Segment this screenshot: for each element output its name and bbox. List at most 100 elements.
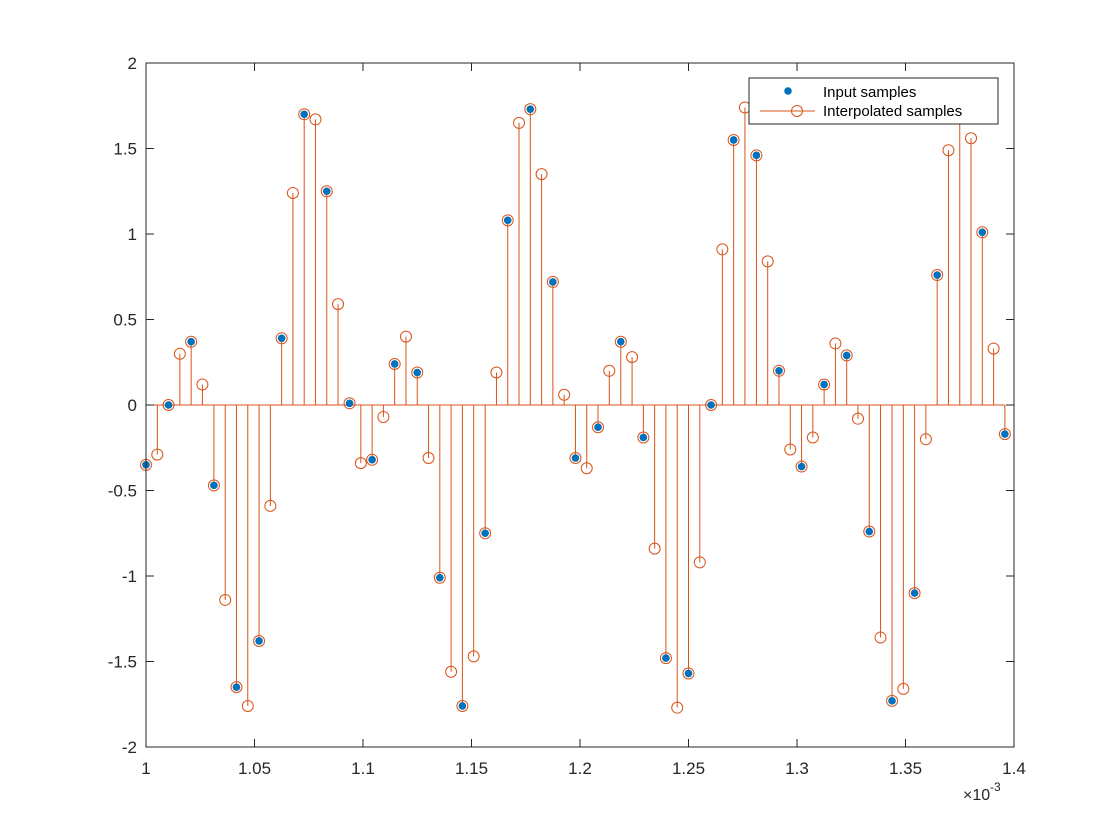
- input-sample-dot: [978, 228, 987, 237]
- interpolated-sample-marker: [320, 185, 333, 198]
- interpolated-sample-marker: [230, 681, 243, 694]
- input-sample-dot: [639, 433, 648, 442]
- input-sample-dot: [684, 669, 693, 678]
- interpolated-sample-marker: [784, 443, 797, 456]
- input-sample-dot: [933, 271, 941, 279]
- y-tick-label: 0: [128, 396, 137, 415]
- interpolated-sample-marker: [219, 593, 232, 606]
- input-sample-dot: [413, 368, 422, 377]
- x-tick-label: 1.1: [351, 759, 375, 778]
- interpolated-sample-marker: [626, 351, 639, 364]
- interpolated-sample-marker: [433, 571, 446, 584]
- interpolated-sample-marker: [162, 399, 175, 411]
- y-tick-label: -1: [122, 567, 137, 586]
- interpolated-sample-marker: [241, 699, 254, 712]
- x-tick-label: 1.25: [672, 759, 705, 778]
- x-tick-label: 1.05: [238, 759, 271, 778]
- interpolated-sample-marker: [987, 342, 1000, 355]
- interpolated-sample-marker: [592, 421, 605, 434]
- y-tick-label: 1.5: [113, 140, 137, 159]
- y-tick-label: -0.5: [108, 482, 137, 501]
- interpolated-sample-marker: [490, 366, 503, 379]
- interpolated-sample-marker: [354, 457, 367, 470]
- interpolated-sample-marker: [931, 269, 944, 282]
- interpolated-sample-marker: [207, 479, 220, 492]
- input-sample-dot: [187, 337, 195, 346]
- input-sample-dot: [865, 527, 874, 536]
- y-tick-label: 2: [128, 54, 137, 73]
- interpolated-sample-marker: [513, 116, 526, 129]
- input-sample-dot: [910, 589, 919, 597]
- input-sample-dot: [616, 337, 625, 346]
- x-axis-ticks: 1 1.05 1.1 1.15 1.2 1.25 1.3 1.35 1.4: [141, 63, 1026, 778]
- y-axis-ticks: -2 -1.5 -1 -0.5 0 0.5 1 1.5 2: [108, 54, 1014, 757]
- input-sample-dot: [707, 401, 715, 409]
- interpolated-sample-marker: [614, 335, 627, 348]
- interpolated-sample-marker: [377, 410, 390, 423]
- interpolated-markers: [140, 91, 1011, 714]
- input-sample-dot: [797, 462, 806, 471]
- interpolated-sample-marker: [422, 452, 435, 465]
- interpolated-sample-marker: [456, 699, 469, 712]
- x-tick-label: 1: [141, 759, 150, 778]
- y-tick-label: -2: [122, 738, 137, 757]
- interpolated-sample-marker: [467, 650, 480, 663]
- interpolated-sample-marker: [151, 448, 164, 461]
- interpolated-sample-marker: [332, 298, 345, 311]
- interpolated-sample-marker: [897, 682, 910, 695]
- y-tick-label: 0.5: [113, 311, 137, 330]
- legend-input-label: Input samples: [823, 84, 916, 101]
- interpolated-sample-marker: [264, 499, 277, 512]
- y-tick-label: -1.5: [108, 653, 137, 672]
- legend-box: [748, 77, 999, 125]
- legend-input-marker: [784, 87, 792, 95]
- interpolated-sample-marker: [298, 108, 311, 121]
- interpolated-sample-marker: [524, 103, 537, 116]
- x-tick-label: 1.4: [1002, 759, 1026, 778]
- interpolated-sample-marker: [648, 542, 661, 555]
- interpolated-sample-marker: [580, 462, 593, 475]
- input-sample-dot: [752, 151, 761, 160]
- legend-interp-marker: [791, 105, 803, 117]
- interpolated-sample-marker: [705, 399, 718, 411]
- interpolated-sample-marker: [716, 243, 729, 256]
- input-sample-dot: [662, 654, 670, 662]
- input-sample-dot: [820, 380, 828, 389]
- input-sample-dot: [729, 136, 738, 144]
- input-sample-dot: [255, 637, 263, 645]
- input-sample-dot: [526, 105, 535, 113]
- interpolated-sample-marker: [942, 144, 955, 157]
- interpolated-sample-marker: [569, 452, 582, 465]
- input-sample-dot: [345, 399, 354, 408]
- interpolated-sample-marker: [659, 652, 672, 665]
- interpolated-sample-marker: [399, 330, 412, 343]
- input-sample-dot: [775, 367, 783, 375]
- x-exponent-power: -3: [990, 780, 1001, 794]
- interpolated-sample-marker: [343, 397, 356, 410]
- input-sample-dot: [503, 216, 512, 225]
- interpolated-sample-marker: [309, 113, 322, 126]
- interpolated-sample-marker: [772, 364, 785, 377]
- interpolated-sample-marker: [693, 556, 706, 569]
- interpolated-sample-marker: [750, 149, 763, 162]
- interpolated-sample-marker: [445, 665, 458, 678]
- y-tick-label: 1: [128, 225, 137, 244]
- interpolated-sample-marker: [275, 332, 288, 345]
- input-sample-dot: [322, 187, 331, 196]
- interpolated-sample-marker: [795, 460, 808, 473]
- interpolated-sample-marker: [976, 226, 989, 239]
- interpolated-sample-marker: [603, 364, 616, 377]
- interpolated-sample-marker: [558, 388, 571, 401]
- interpolated-sample-marker: [535, 168, 548, 181]
- input-sample-dot: [888, 697, 896, 705]
- interpolated-sample-marker: [501, 214, 514, 227]
- interpolated-sample-marker: [863, 525, 876, 538]
- interpolated-sample-marker: [682, 667, 695, 680]
- x-tick-label: 1.15: [455, 759, 488, 778]
- interpolated-sample-marker: [908, 587, 921, 600]
- input-markers: [142, 93, 1009, 710]
- interpolated-sample-marker: [671, 701, 684, 714]
- input-sample-dot: [1001, 430, 1009, 438]
- legend: Input samples Interpolated samples: [748, 77, 999, 125]
